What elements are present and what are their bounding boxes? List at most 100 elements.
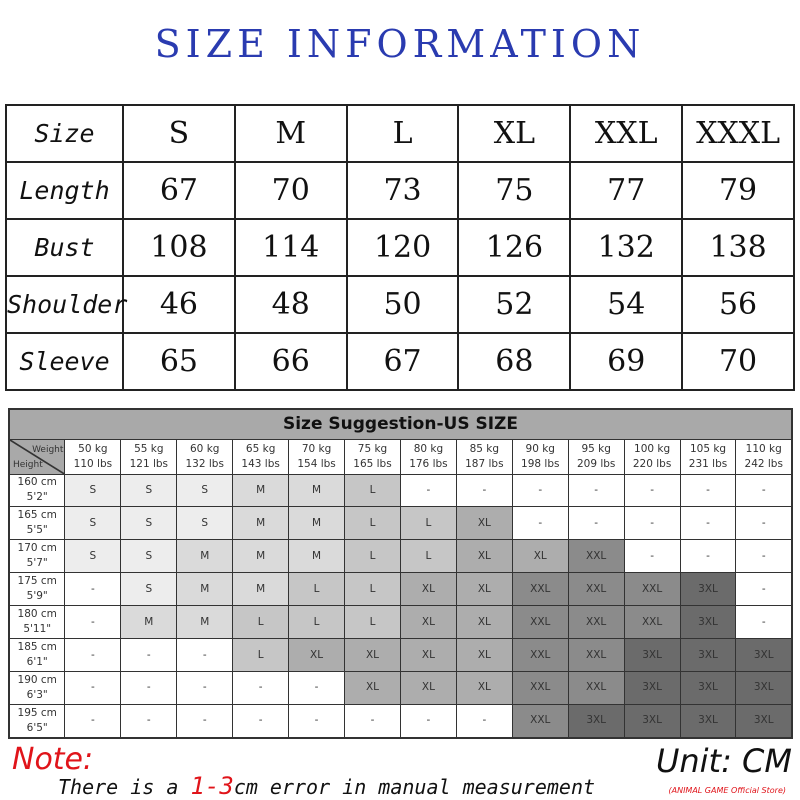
weight-header-cell: 70 kg 154 lbs xyxy=(288,438,346,475)
size-header-label: Size xyxy=(5,104,124,163)
suggested-size-cell: M xyxy=(120,605,178,640)
suggested-size-cell: - xyxy=(735,605,793,640)
suggested-size-cell: 3XL xyxy=(623,638,681,673)
weight-lbs: 209 lbs xyxy=(576,457,616,470)
suggested-size-cell: XXL xyxy=(511,671,569,705)
weight-kg: 75 kg xyxy=(357,442,388,455)
suggested-size-cell: M xyxy=(232,539,290,574)
measurement-value: 67 xyxy=(345,332,460,391)
suggested-size-cell: - xyxy=(64,703,122,739)
suggested-size-cell: - xyxy=(623,473,681,508)
suggested-size-cell: XL xyxy=(455,671,513,705)
corner-weight: Weight xyxy=(32,444,64,455)
suggested-size-cell: XXL xyxy=(511,638,569,673)
suggested-size-cell: - xyxy=(623,539,681,574)
weight-header-cell: 50 kg 110 lbs xyxy=(64,438,122,475)
measurement-row: Sleeve 65 66 67 68 69 70 xyxy=(5,332,795,391)
measurement-value: 75 xyxy=(457,161,572,220)
measurement-label: Shoulder xyxy=(5,275,127,334)
suggested-size-cell: XXL xyxy=(511,605,569,640)
suggested-size-cell: - xyxy=(679,539,737,574)
suggested-size-cell: L xyxy=(344,506,401,541)
size-header-cell: XXXL xyxy=(681,104,795,163)
weight-kg: 110 kg xyxy=(745,442,782,455)
suggested-size-cell: XL xyxy=(399,638,457,673)
note-label: Note: xyxy=(12,742,94,777)
height-ft: 5'11" xyxy=(23,623,52,636)
weight-header-cell: 100 kg 220 lbs xyxy=(623,438,681,475)
suggested-size-cell: 3XL xyxy=(567,703,625,739)
suggestion-title-row: Size Suggestion-US SIZE xyxy=(8,408,793,440)
suggested-size-cell: 3XL xyxy=(735,638,793,673)
suggested-size-cell: M xyxy=(288,473,346,508)
suggested-size-cell: - xyxy=(679,506,737,541)
suggested-size-cell: XXL xyxy=(623,605,681,640)
measurement-row: Length 67 70 73 75 77 79 xyxy=(5,161,795,220)
measurement-value: 54 xyxy=(569,275,684,334)
height-cm: 185 cm xyxy=(17,641,57,654)
suggested-size-cell: L xyxy=(344,605,401,640)
weight-kg: 65 kg xyxy=(245,442,276,455)
suggested-size-cell: 3XL xyxy=(735,671,793,705)
note-highlight: 1-3 xyxy=(190,772,234,800)
suggested-size-cell: M xyxy=(176,605,234,640)
suggested-size-cell: - xyxy=(399,473,457,508)
weight-header-cell: 105 kg 231 lbs xyxy=(679,438,737,475)
measurement-value: 68 xyxy=(457,332,572,391)
measurement-row: Bust 108 114 120 126 132 138 xyxy=(5,218,795,277)
suggested-size-cell: S xyxy=(176,473,234,508)
measurement-value: 67 xyxy=(122,161,236,220)
suggested-size-cell: - xyxy=(511,506,569,541)
suggested-size-cell: - xyxy=(511,473,569,508)
weight-lbs: 132 lbs xyxy=(185,457,224,470)
height-ft: 5'9" xyxy=(26,590,48,603)
measurement-value: 48 xyxy=(233,275,348,334)
weight-lbs: 110 lbs xyxy=(73,457,113,470)
suggested-size-cell: - xyxy=(64,605,122,640)
weight-header-cell: 85 kg 187 lbs xyxy=(455,438,513,475)
suggested-size-cell: M xyxy=(176,572,234,607)
suggested-size-cell: - xyxy=(232,671,290,705)
suggested-size-cell: - xyxy=(120,671,178,705)
measurement-row: Shoulder 46 48 50 52 54 56 xyxy=(5,275,795,334)
suggested-size-cell: M xyxy=(288,539,346,574)
weight-header-cell: 80 kg 176 lbs xyxy=(399,438,457,475)
measurement-value: 120 xyxy=(345,218,460,277)
height-row: 195 cm 6'5" - - - - - - - - XXL 3XL 3XL 3XL 3XL xyxy=(8,703,793,739)
measurement-label: Sleeve xyxy=(5,332,124,391)
height-ft: 6'5" xyxy=(26,721,48,734)
measurement-value: 50 xyxy=(345,275,460,334)
height-ft: 5'7" xyxy=(26,557,48,570)
weight-lbs: 176 lbs xyxy=(409,457,448,470)
suggested-size-cell: XXL xyxy=(567,671,625,705)
measurement-value: 70 xyxy=(233,161,348,220)
measurement-label: Length xyxy=(5,161,124,220)
height-row: 160 cm 5'2" S S S M M L - - - - - - - xyxy=(8,473,793,508)
suggested-size-cell: S xyxy=(120,473,178,508)
suggested-size-cell: S xyxy=(64,506,122,541)
height-label: 185 cm 6'1" xyxy=(8,638,66,673)
height-cm: 190 cm xyxy=(17,673,57,686)
suggested-size-cell: XL xyxy=(344,671,401,705)
suggested-size-cell: M xyxy=(232,572,290,607)
suggested-size-cell: XXL xyxy=(511,572,569,607)
height-cm: 180 cm xyxy=(17,608,57,621)
weight-lbs: 220 lbs xyxy=(632,457,672,470)
weight-header-cell: 95 kg 209 lbs xyxy=(567,438,625,475)
suggested-size-cell: XL xyxy=(455,605,513,640)
size-header-cell: XL xyxy=(457,104,572,163)
weight-kg: 90 kg xyxy=(525,442,555,455)
weight-kg: 55 kg xyxy=(134,442,164,455)
size-header-cell: XXL xyxy=(569,104,684,163)
weight-lbs: 154 lbs xyxy=(297,457,336,470)
weight-kg: 80 kg xyxy=(413,442,444,455)
height-label: 195 cm 6'5" xyxy=(8,703,66,739)
measurement-value: 79 xyxy=(681,161,795,220)
size-header-row: Size S M L XL XXL XXXL xyxy=(5,104,795,163)
height-cm: 195 cm xyxy=(17,706,57,719)
measurement-value: 65 xyxy=(122,332,236,391)
suggested-size-cell: - xyxy=(288,671,346,705)
measurement-value: 66 xyxy=(233,332,348,391)
suggested-size-cell: - xyxy=(120,638,178,673)
suggested-size-cell: - xyxy=(399,703,457,739)
